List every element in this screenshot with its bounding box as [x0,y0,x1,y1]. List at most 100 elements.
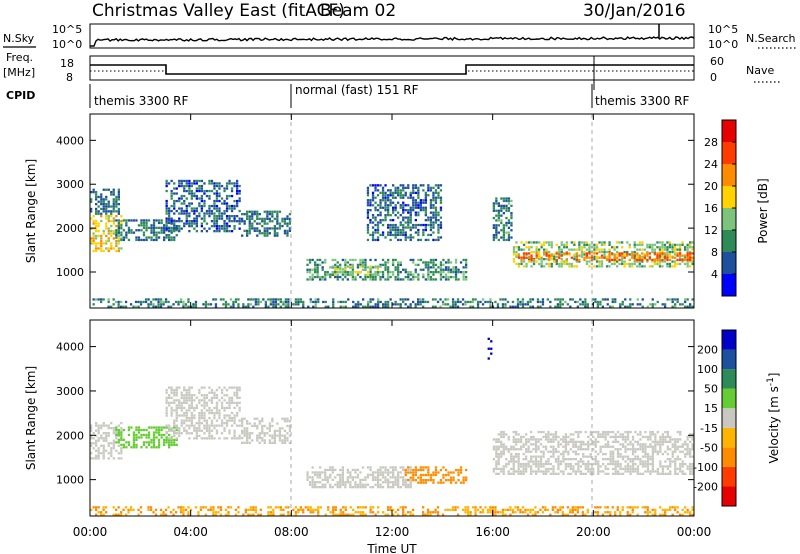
scatter-cell-9 [600,260,604,263]
scatter-cell-4 [334,483,337,486]
scatter-cell-6 [359,270,362,274]
scatter-cell-8 [252,513,255,516]
scatter-cell-2 [155,231,158,234]
scatter-cell-11 [629,303,632,306]
scatter-cell-8 [474,506,477,509]
scatter-cell-6 [656,467,659,471]
scatter-cell-6 [641,460,645,463]
scatter-cell-6 [552,440,555,443]
scatter-cell-6 [599,470,602,473]
scatter-cell-0 [95,234,98,238]
scatter-cell-8 [137,508,140,511]
scatter-cell-9 [532,260,536,263]
scatter-cell-6 [520,465,523,468]
scatter-cell-11 [187,298,190,301]
scatter-cell-0 [120,422,123,425]
scatter-cell-3 [180,212,183,215]
scatter-cell-6 [525,433,528,436]
scatter-cell-6 [341,270,344,274]
scatter-cell-6 [624,448,627,451]
scatter-cell-5 [462,275,465,279]
scatter-cell-4 [248,210,251,213]
scatter-cell-7 [387,233,390,237]
scatter-cell-4 [336,483,339,486]
scatter-cell-2 [208,391,211,394]
scatter-cell-0 [110,449,113,452]
scatter-cell-8 [254,506,257,509]
scatter-cell-8 [182,508,185,511]
scatter-cell-1 [132,446,136,449]
scatter-cell-2 [160,219,163,222]
scatter-cell-5 [334,263,337,266]
scatter-cell-8 [464,508,467,511]
scatter-cell-8 [571,511,574,514]
scatter-cell-3 [203,220,206,223]
scatter-cell-2 [198,414,201,417]
scatter-cell-4 [384,478,387,481]
scatter-cell-7 [399,231,402,234]
scatter-cell-7 [399,223,402,227]
scatter-cell-2 [175,424,178,427]
scatter-cell-11 [676,300,679,304]
scatter-cell-6 [517,440,520,443]
scatter-cell-2 [140,229,143,232]
scatter-cell-8 [279,513,282,516]
scatter-cell-2 [115,234,118,237]
scatter-cell-7 [429,228,433,232]
scatter-cell-1 [165,426,168,429]
scatter-cell-9 [600,248,604,251]
scatter-cell-2 [185,414,188,417]
scatter-cell-11 [546,298,549,301]
scatter-cell-4 [394,466,397,469]
scatter-cell-8 [489,511,492,514]
scatter-cell-2 [175,394,178,397]
scatter-cell-3 [198,187,201,190]
scatter-cell-4 [321,478,324,481]
scatter-cell-7 [384,204,387,207]
scatter-cell-8 [604,506,607,509]
scatter-cell-4 [392,483,395,486]
scatter-cell-4 [387,486,390,489]
scatter-cell-6 [621,455,625,458]
scatter-cell-8 [392,513,395,516]
scatter-cell-10 [641,252,644,255]
scatter-cell-6 [679,458,682,461]
scatter-cell-2 [193,427,196,430]
scatter-cell-2 [165,399,168,402]
scatter-cell-9 [653,248,656,251]
scatter-cell-6 [572,440,575,443]
scatter-cell-11 [584,300,587,304]
scatter-cell-9 [522,265,526,268]
scatter-cell-3 [246,441,249,444]
scatter-cell-9 [578,246,581,249]
scatter-cell-2 [223,437,226,440]
scatter-cell-5 [419,468,422,472]
scatter-cell-6 [569,448,572,451]
scatter-cell-11 [327,305,330,308]
scatter-cell-2 [213,427,216,430]
scatter-cell-8 [500,197,503,200]
scatter-cell-8 [496,511,500,514]
scatter-cell-5 [432,271,435,274]
nave-label: Nave [746,64,774,77]
scatter-cell-3 [180,182,183,185]
scatter-cell-6 [557,440,560,443]
scatter-cell-8 [481,511,485,514]
scatter-cell-2 [127,226,131,229]
scatter-cell-7 [409,236,412,239]
scatter-cell-11 [122,305,125,308]
scatter-cell-7 [412,191,415,194]
freq-tick-low: 8 [66,71,73,84]
scatter-cell-11 [511,305,515,308]
scatter-cell-3 [218,225,221,228]
scatter-cell-9 [585,260,589,263]
scatter-cell-1 [145,441,148,444]
scatter-cell-6 [379,270,382,274]
scatter-cell-9 [570,262,573,266]
scatter-cell-7 [384,196,387,199]
scatter-cell-2 [205,422,209,425]
scatter-cell-6 [631,460,635,463]
scatter-cell-8 [499,511,502,514]
scatter-cell-4 [351,478,354,481]
scatter-cell-2 [223,422,226,425]
